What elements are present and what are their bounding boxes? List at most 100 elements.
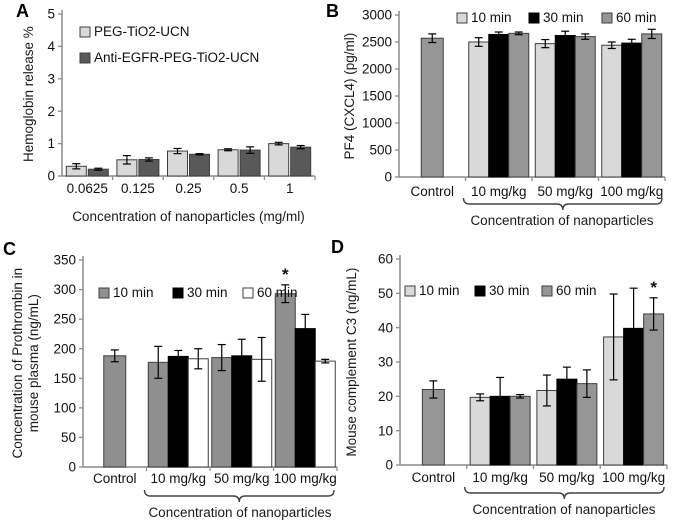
y-tick-label: 50 xyxy=(61,430,76,445)
legend-label: 10 min xyxy=(113,285,154,300)
panel-a: 0 1 2 3 4 5 0.0625 0.125 0.25 0.5 1 PEG-TiO2-UCN Ant… xyxy=(0,0,337,230)
x-category-label: 100 mg/kg xyxy=(602,470,665,485)
x-category-label: 50 mg/kg xyxy=(539,470,595,485)
bar xyxy=(488,33,510,178)
panel-c: 0 50 100 150 200 250 300 350 Control 10 mg/kg 50 m… xyxy=(0,230,345,528)
y-tick-label: 1000 xyxy=(362,116,392,131)
bar xyxy=(103,355,127,468)
bar xyxy=(574,36,596,178)
panel-d-y-axis-label: Mouse complement C3 (ng/mL) xyxy=(343,267,359,457)
legend-swatch xyxy=(528,12,540,24)
significance-asterisk: * xyxy=(282,265,289,284)
bar xyxy=(641,33,663,178)
bar xyxy=(290,146,312,177)
y-tick-label: 30 xyxy=(378,355,393,370)
bar xyxy=(556,378,578,466)
bar xyxy=(167,150,188,177)
bar xyxy=(554,35,576,178)
x-category-label: 10 mg/kg xyxy=(472,470,528,485)
panel-c-bracket-label: Concentration of nanoparticles xyxy=(148,505,332,520)
x-category-label: 0.125 xyxy=(121,181,155,196)
x-category-label: 0.25 xyxy=(175,181,201,196)
legend-swatch xyxy=(541,285,553,297)
y-tick-label: 10 xyxy=(378,423,393,438)
panel-b: 0 500 1000 1500 2000 2500 3000 Control 10 mg/kg 5… xyxy=(320,0,674,235)
legend-label: 10 min xyxy=(419,283,460,298)
significance-asterisk: * xyxy=(650,278,657,297)
x-category-label: 0.5 xyxy=(230,181,249,196)
x-category-label: 50 mg/kg xyxy=(537,184,593,199)
panel-b-letter: B xyxy=(326,1,339,21)
bar xyxy=(189,153,210,177)
legend-swatch xyxy=(98,287,110,299)
bar xyxy=(187,358,209,468)
panel-d-chart: 0 10 20 30 40 50 60 Control 10 mg/kg 50 mg/kg 100 … xyxy=(378,252,668,500)
legend-swatch xyxy=(456,12,468,24)
y-tick-label: 300 xyxy=(53,282,76,297)
panel-b-bracket-label: Concentration of nanoparticles xyxy=(470,213,654,228)
bar xyxy=(217,149,239,177)
y-tick-label: 1 xyxy=(47,136,55,151)
bar xyxy=(167,355,189,468)
y-tick-label: 40 xyxy=(378,320,393,335)
legend-swatch xyxy=(172,287,184,299)
y-tick-label: 250 xyxy=(53,312,76,327)
group-bracket xyxy=(464,486,665,500)
x-category-label: 0.0625 xyxy=(67,181,108,196)
panel-a-letter: A xyxy=(16,1,29,21)
panel-c-y-axis-label: Concentration of Prothrombin in mouse pl… xyxy=(9,267,41,459)
legend-swatch xyxy=(404,285,416,297)
panel-b-y-axis-label: PF4 (CXCL4) (pg/ml) xyxy=(341,32,357,160)
y-tick-label: 3000 xyxy=(362,8,392,23)
x-category-label: Control xyxy=(410,184,454,199)
x-category-label: 50 mg/kg xyxy=(214,471,270,486)
y-tick-label: 20 xyxy=(378,389,393,404)
x-category-label: Control xyxy=(93,471,137,486)
group-bracket xyxy=(143,489,335,503)
y-tick-label: 0 xyxy=(68,460,76,475)
y-tick-label: 3 xyxy=(47,71,55,86)
y-tick-label: 2500 xyxy=(362,35,392,50)
x-category-label: Control xyxy=(412,470,456,485)
legend-label: Anti-EGFR-PEG-TiO2-UCN xyxy=(94,50,259,65)
panel-a-y-axis-label: Hemoglobin release % xyxy=(20,26,36,163)
bar xyxy=(621,42,643,178)
y-tick-label: 4 xyxy=(47,39,55,54)
panel-b-chart: 0 500 1000 1500 2000 2500 3000 Control 10 mg/kg 5… xyxy=(362,8,666,211)
y-tick-label: 1500 xyxy=(362,89,392,104)
panel-c-letter: C xyxy=(3,239,16,259)
y-tick-label: 60 xyxy=(378,252,393,267)
y-tick-label: 200 xyxy=(53,341,76,356)
y-tick-label: 2000 xyxy=(362,62,392,77)
legend-swatch xyxy=(79,52,91,64)
bar xyxy=(138,158,160,177)
group-bracket xyxy=(462,197,663,211)
y-tick-label: 100 xyxy=(53,400,76,415)
bar xyxy=(468,41,490,178)
x-category-label: 10 mg/kg xyxy=(150,471,206,486)
bar xyxy=(534,43,556,178)
bar xyxy=(239,149,261,177)
y-tick-label: 2 xyxy=(47,104,55,119)
legend-label: PEG-TiO2-UCN xyxy=(94,24,190,39)
legend-label: 30 min xyxy=(543,10,584,25)
x-category-label: 100 mg/kg xyxy=(274,471,337,486)
panel-d-letter: D xyxy=(331,237,344,257)
legend-swatch xyxy=(601,12,613,24)
panel-d-bracket-label: Concentration of nanoparticles xyxy=(472,502,656,517)
legend-label: 60 min xyxy=(556,283,597,298)
legend-label: 10 min xyxy=(471,10,512,25)
x-category-label: 100 mg/kg xyxy=(600,184,663,199)
bar xyxy=(420,37,444,178)
bar xyxy=(509,395,531,466)
legend-label: 60 min xyxy=(257,285,298,300)
bar xyxy=(643,313,665,466)
panel-a-x-axis-label: Concentration of nanoparticles (mg/ml) xyxy=(72,209,305,224)
panel-d: 0 10 20 30 40 50 60 Control 10 mg/kg 50 mg/kg 100 … xyxy=(330,230,674,528)
bar xyxy=(294,328,316,468)
legend-swatch xyxy=(474,285,486,297)
y-tick-label: 0 xyxy=(385,458,393,473)
bar xyxy=(211,357,233,468)
legend-label: 30 min xyxy=(489,283,530,298)
